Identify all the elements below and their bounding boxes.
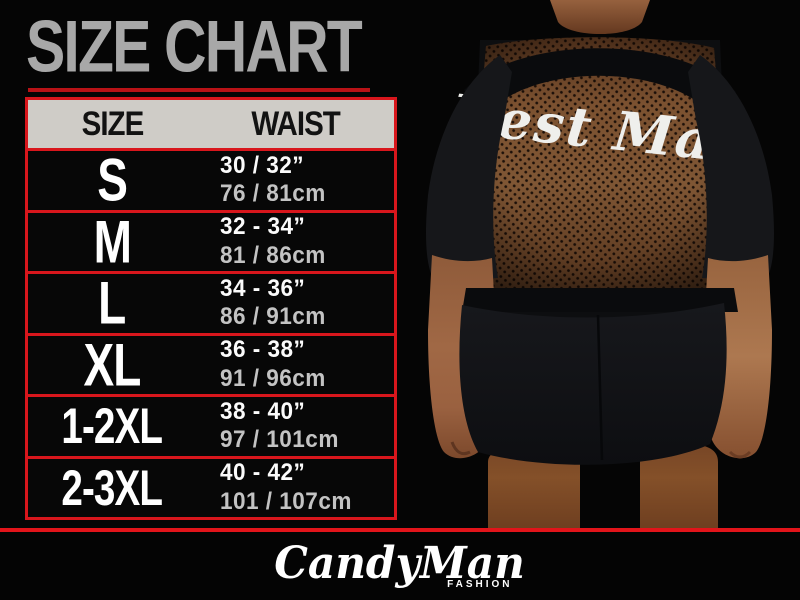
mesh-shading [466,37,734,306]
robe-skirt [459,303,727,465]
left-hand-finger-shadow [450,441,471,456]
waist-inches: 32 - 34” [220,213,306,241]
size-label: XL [83,331,142,399]
table-row: M 32 - 34” 81 / 86cm [28,208,394,276]
model-photo: Best Man [426,0,774,528]
left-sleeve [426,55,512,281]
robe-collar [464,48,736,119]
model-neck [550,0,650,34]
waist-inches: 38 - 40” [220,397,306,425]
red-divider [0,528,800,532]
table-body: S 30 / 32” 76 / 81cm M 32 - 34” 81 / 86c… [28,148,394,517]
waist-inches: 40 - 42” [220,459,306,487]
robe-belt [462,288,738,312]
brand-name: CandyMan [274,538,526,589]
header-size: SIZE [81,104,144,143]
title-underline [28,88,370,92]
size-label: 1-2XL [61,397,164,454]
size-table: SIZE WAIST S 30 / 32” 76 / 81cm M [25,97,397,520]
right-leg [640,444,718,528]
table-row: S 30 / 32” 76 / 81cm [28,148,394,210]
brand-logo: CandyMan FASHION [269,538,530,591]
table-row: XL 36 - 38” 91 / 96cm [28,331,394,399]
footer: CandyMan FASHION [0,532,800,600]
waist-inches: 36 - 38” [220,336,306,364]
table-row: L 34 - 36” 86 / 91cm [28,271,394,333]
waist-centimeters: 91 / 96cm [220,364,327,392]
size-label: S [97,146,128,214]
waist-centimeters: 101 / 107cm [220,487,353,515]
waist-inches: 34 - 36” [220,274,306,302]
table-header-row: SIZE WAIST [28,100,394,148]
table-row: 2-3XL 40 - 42” 101 / 107cm [28,455,394,518]
page-title: SIZE CHART [26,5,363,88]
waist-inches: 30 / 32” [220,151,305,179]
size-label: 2-3XL [61,458,164,516]
right-hand-finger-shadow [728,450,752,459]
waist-centimeters: 97 / 101cm [220,426,340,454]
waist-centimeters: 76 / 81cm [220,180,327,208]
waist-centimeters: 81 / 86cm [220,241,327,269]
size-label: M [93,208,131,276]
brand-subtitle: FASHION [447,579,513,590]
waist-centimeters: 86 / 91cm [220,303,327,331]
right-sleeve [688,55,774,281]
header-waist: WAIST [250,104,340,143]
table-row: 1-2XL 38 - 40” 97 / 101cm [28,394,394,456]
robe-seam [596,314,604,461]
size-label: L [98,269,127,337]
left-leg [488,444,580,528]
